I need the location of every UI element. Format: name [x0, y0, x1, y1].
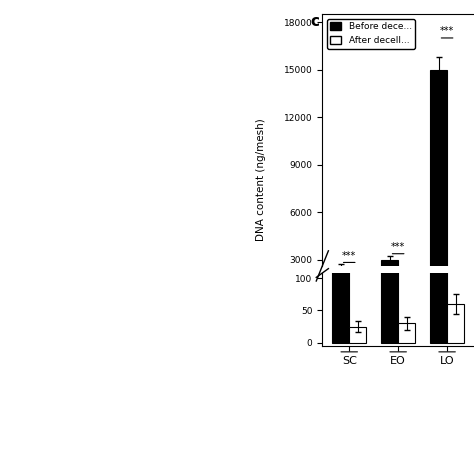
Bar [430, 70, 447, 307]
Bar [447, 304, 464, 343]
Text: ***: *** [440, 27, 454, 36]
Legend: Before dece..., After decell...: Before dece..., After decell... [327, 19, 415, 49]
Bar [447, 306, 464, 307]
Text: ***: *** [342, 251, 356, 261]
Bar [398, 323, 415, 343]
Text: c: c [310, 14, 319, 29]
Bar [332, 0, 349, 343]
Text: ***: *** [391, 243, 405, 253]
Bar [332, 267, 349, 307]
Bar [430, 0, 447, 343]
Bar [381, 260, 398, 307]
Text: DNA content (ng/mesh): DNA content (ng/mesh) [255, 119, 266, 241]
Bar [381, 0, 398, 343]
Bar [349, 327, 366, 343]
